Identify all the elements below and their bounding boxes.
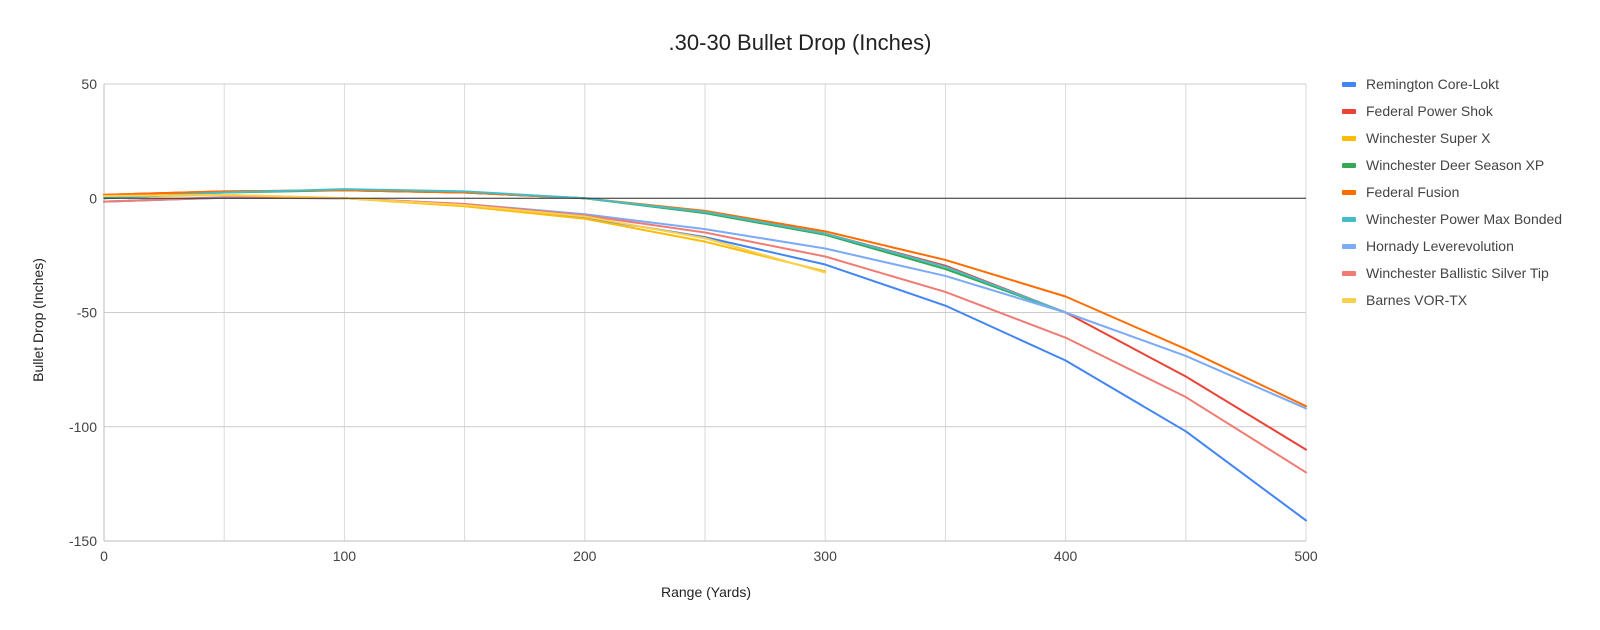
legend-swatch (1342, 136, 1356, 141)
x-tick-label: 300 (814, 548, 838, 564)
legend-label: Winchester Ballistic Silver Tip (1366, 265, 1549, 281)
y-tick-label: -50 (77, 305, 97, 321)
series-layer (103, 188, 1307, 522)
y-tick-label: -150 (69, 533, 97, 549)
legend-label: Winchester Deer Season XP (1366, 157, 1544, 173)
y-tick-label: -100 (69, 419, 97, 435)
y-tick-label: 0 (89, 190, 97, 206)
y-axis-title: Bullet Drop (Inches) (30, 258, 46, 382)
x-tick-label: 400 (1054, 548, 1078, 564)
legend-swatch (1342, 298, 1356, 303)
y-tick-label: 50 (81, 76, 97, 92)
legend-swatch (1342, 271, 1356, 276)
x-tick-label: 500 (1294, 548, 1318, 564)
x-axis-title: Range (Yards) (661, 584, 751, 600)
legend-label: Remington Core-Lokt (1366, 76, 1499, 92)
legend-label: Federal Fusion (1366, 184, 1459, 200)
grid-layer (103, 83, 1307, 542)
legend-swatch (1342, 244, 1356, 249)
x-tick-label: 100 (333, 548, 357, 564)
legend-label: Hornady Leverevolution (1366, 238, 1514, 254)
legend-swatch (1342, 82, 1356, 87)
legend-swatch (1342, 190, 1356, 195)
legend-label: Winchester Power Max Bonded (1366, 211, 1562, 227)
series-line (103, 193, 827, 274)
legend-label: Winchester Super X (1366, 130, 1491, 146)
legend-label: Barnes VOR-TX (1366, 292, 1468, 308)
chart-title: .30-30 Bullet Drop (Inches) (669, 30, 932, 55)
legend-swatch (1342, 217, 1356, 222)
legend: Remington Core-Lokt Federal Power Shok Win… (1342, 76, 1562, 308)
legend-label: Federal Power Shok (1366, 103, 1494, 119)
x-tick-label: 0 (100, 548, 108, 564)
x-tick-label: 200 (573, 548, 597, 564)
legend-swatch (1342, 163, 1356, 168)
legend-swatch (1342, 109, 1356, 114)
